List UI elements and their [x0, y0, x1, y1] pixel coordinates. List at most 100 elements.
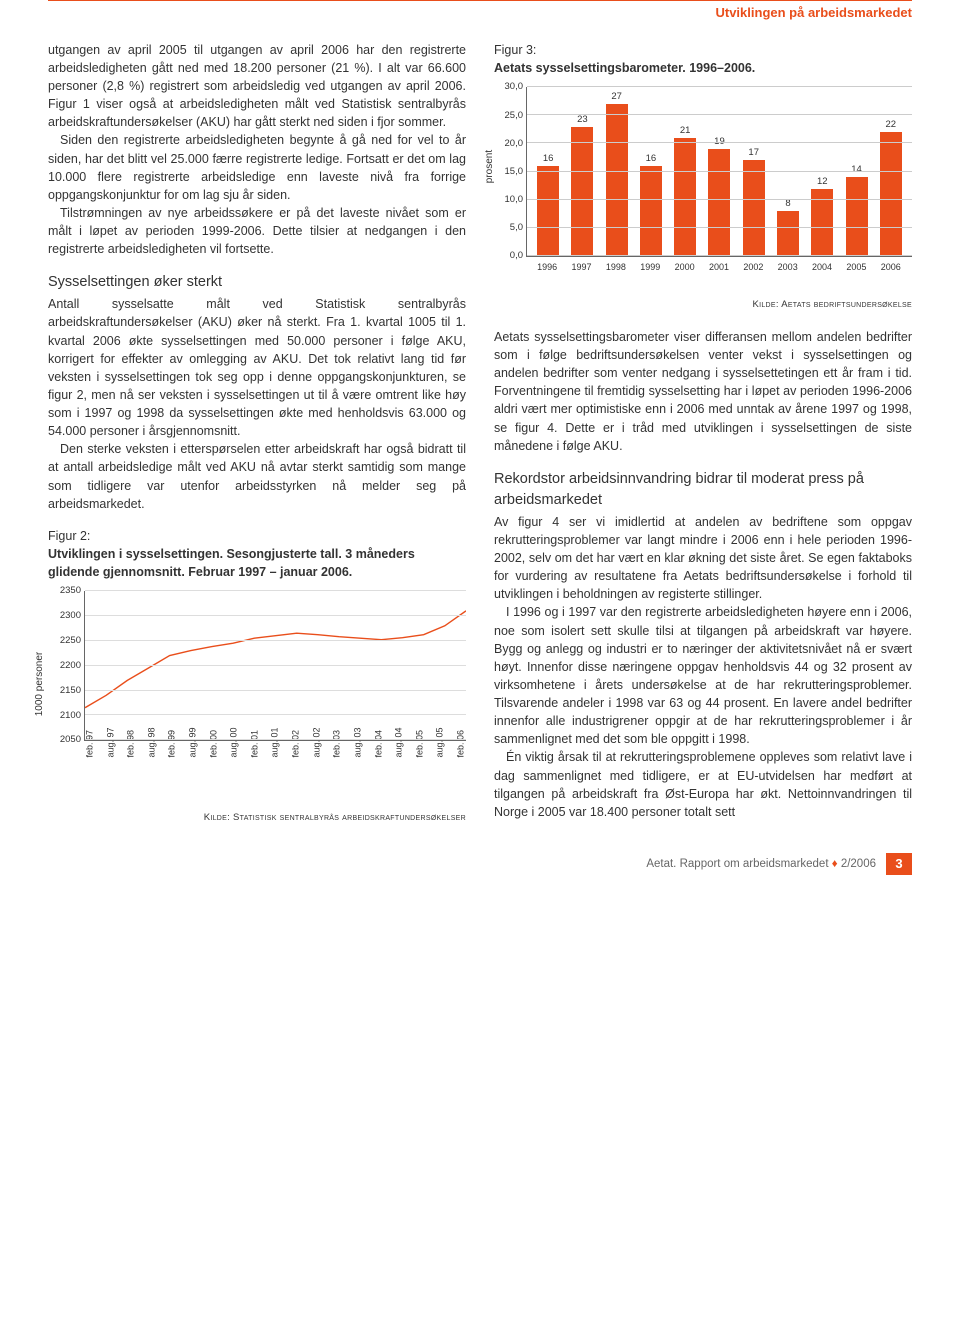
y-tick-label: 25,0 [497, 108, 523, 122]
x-tick-label: 1996 [537, 261, 557, 274]
body-text: I 1996 og i 1997 var den registrerte arb… [494, 603, 912, 748]
bar-value-label: 12 [811, 175, 833, 189]
x-tick-label: 2000 [675, 261, 695, 274]
header-rule [48, 0, 912, 1]
x-tick-label: aug. 04 [393, 748, 406, 758]
bar: 14 [846, 177, 868, 256]
x-tick-label: 2003 [778, 261, 798, 274]
figure-title: Utviklingen i sysselsettingen. Sesongjus… [48, 545, 466, 581]
x-tick-label: aug. 05 [434, 748, 447, 758]
x-tick-label: aug. 03 [351, 748, 364, 758]
gridline [527, 171, 912, 172]
line-path [85, 591, 466, 740]
y-tick-label: 0,0 [497, 249, 523, 263]
x-tick-label: feb. 00 [207, 748, 220, 758]
page-number: 3 [886, 853, 912, 875]
x-tick-label: feb. 01 [248, 748, 261, 758]
figure-label: Figur 2: [48, 527, 466, 545]
x-tick-label: feb. 04 [372, 748, 385, 758]
section-heading: Rekordstor arbeidsinnvandring bidrar til… [494, 469, 912, 511]
x-tick-label: 2004 [812, 261, 832, 274]
figure-title: Aetats sysselsettingsbarometer. 1996–200… [494, 59, 912, 77]
two-column-layout: utgangen av april 2005 til utgangen av a… [48, 41, 912, 825]
y-tick-label: 2200 [51, 659, 81, 673]
y-tick-label: 30,0 [497, 80, 523, 94]
section-heading: Sysselsettingen øker sterkt [48, 272, 466, 293]
bar-value-label: 22 [880, 118, 902, 132]
body-text: Antall sysselsatte målt ved Statistisk s… [48, 295, 466, 440]
y-tick-label: 2150 [51, 684, 81, 698]
body-text: utgangen av april 2005 til utgangen av a… [48, 41, 466, 132]
x-tick-label: aug. 98 [145, 748, 158, 758]
bar-value-label: 21 [674, 124, 696, 138]
y-tick-label: 10,0 [497, 193, 523, 207]
y-tick-label: 2300 [51, 609, 81, 623]
x-tick-label: aug. 99 [187, 748, 200, 758]
y-tick-label: 2100 [51, 709, 81, 723]
x-tick-label: 2006 [881, 261, 901, 274]
x-axis-labels: feb. 97aug. 97feb. 98aug. 98feb. 99aug. … [85, 740, 466, 759]
body-text: Tilstrømningen av nye arbeidssøkere er p… [48, 204, 466, 258]
gridline [85, 714, 466, 715]
x-tick-label: aug. 01 [269, 748, 282, 758]
body-text: Aetats sysselsettingsbarometer viser dif… [494, 328, 912, 455]
page-footer: Aetat. Rapport om arbeidsmarkedet ♦ 2/20… [48, 853, 912, 875]
gridline [85, 640, 466, 641]
line-series [85, 611, 466, 708]
y-axis-label: prosent [483, 150, 498, 183]
figure-3-source: Kilde: Aetats bedriftsundersøkelse [494, 298, 912, 312]
gridline [85, 590, 466, 591]
y-tick-label: 2250 [51, 634, 81, 648]
gridline [527, 142, 912, 143]
gridline [527, 114, 912, 115]
y-tick-label: 5,0 [497, 221, 523, 235]
bar: 27 [606, 104, 628, 256]
bar-chart-area: 162327162119178121422 0,05,010,015,020,0… [526, 87, 912, 257]
bar: 16 [537, 166, 559, 256]
bar-value-label: 27 [606, 90, 628, 104]
body-text: Én viktig årsak til at rekrutteringsprob… [494, 748, 912, 821]
right-column: Figur 3: Aetats sysselsettingsbarometer.… [494, 41, 912, 825]
x-tick-label: 1997 [572, 261, 592, 274]
x-tick-label: 2005 [846, 261, 866, 274]
y-tick-label: 15,0 [497, 165, 523, 179]
figure-2-chart: 1000 personer feb. 97aug. 97feb. 98aug. … [48, 591, 466, 805]
footer-publisher: Aetat. [646, 858, 676, 870]
x-tick-label: feb. 99 [166, 748, 179, 758]
bar: 22 [880, 132, 902, 256]
x-tick-label: aug. 02 [310, 748, 323, 758]
bar: 19 [708, 149, 730, 256]
footer-issue-accent: ♦ [832, 858, 838, 870]
gridline [85, 690, 466, 691]
body-text: Den sterke veksten i etterspørselen ette… [48, 440, 466, 513]
y-tick-label: 2050 [51, 733, 81, 747]
gridline [527, 199, 912, 200]
body-text: Siden den registrerte arbeidsledigheten … [48, 131, 466, 204]
x-tick-label: 1998 [606, 261, 626, 274]
line-chart-area: feb. 97aug. 97feb. 98aug. 98feb. 99aug. … [84, 591, 466, 741]
footer-text: Aetat. Rapport om arbeidsmarkedet ♦ 2/20… [646, 856, 876, 873]
figure-label: Figur 3: [494, 41, 912, 59]
bars-group: 162327162119178121422 [527, 87, 912, 256]
bar: 17 [743, 160, 765, 256]
gridline [527, 227, 912, 228]
gridline [85, 665, 466, 666]
page-header: Utviklingen på arbeidsmarkedet [48, 4, 912, 23]
left-column: utgangen av april 2005 til utgangen av a… [48, 41, 466, 825]
figure-2-source: Kilde: Statistisk sentralbyrås arbeidskr… [48, 811, 466, 825]
y-axis-label: 1000 personer [33, 652, 48, 717]
gridline [85, 739, 466, 740]
gridline [527, 86, 912, 87]
figure-3-chart: prosent 162327162119178121422 0,05,010,0… [494, 87, 912, 292]
bar-value-label: 16 [537, 152, 559, 166]
body-text: Av figur 4 ser vi imidlertid at andelen … [494, 513, 912, 604]
bar: 8 [777, 211, 799, 256]
bar: 16 [640, 166, 662, 256]
bar-value-label: 16 [640, 152, 662, 166]
x-tick-label: 2001 [709, 261, 729, 274]
gridline [527, 255, 912, 256]
x-tick-label: feb. 02 [290, 748, 303, 758]
footer-issue: 2/2006 [841, 858, 876, 870]
y-tick-label: 20,0 [497, 137, 523, 151]
footer-title: Rapport om arbeidsmarkedet [680, 858, 829, 870]
